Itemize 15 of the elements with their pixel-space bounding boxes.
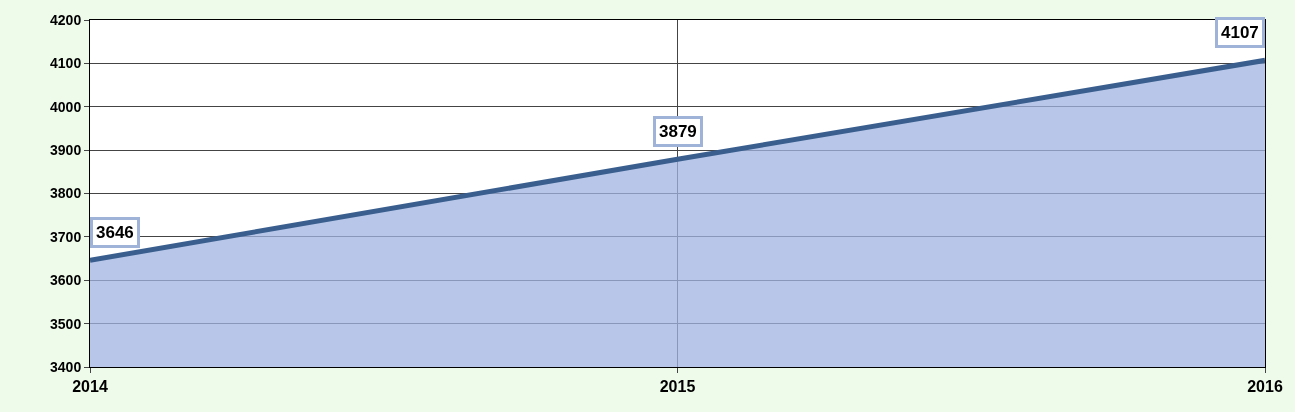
y-tick-label: 3900: [50, 142, 82, 159]
x-tick-label: 2016: [1247, 378, 1283, 396]
x-tick-label: 2015: [659, 378, 696, 396]
y-tick-label: 3500: [50, 315, 82, 332]
y-tick-label: 3800: [50, 185, 82, 202]
data-label: 4107: [1221, 23, 1259, 42]
data-label: 3879: [659, 122, 697, 141]
y-tick-label: 3600: [50, 272, 82, 289]
y-tick-label: 4100: [50, 55, 82, 72]
y-tick-label: 3700: [50, 228, 82, 245]
y-tick-label: 4000: [50, 98, 82, 115]
data-label: 3646: [96, 223, 134, 242]
y-tick-label: 4200: [50, 11, 82, 28]
y-tick-label: 3400: [50, 358, 82, 375]
x-tick-label: 2014: [72, 378, 108, 396]
